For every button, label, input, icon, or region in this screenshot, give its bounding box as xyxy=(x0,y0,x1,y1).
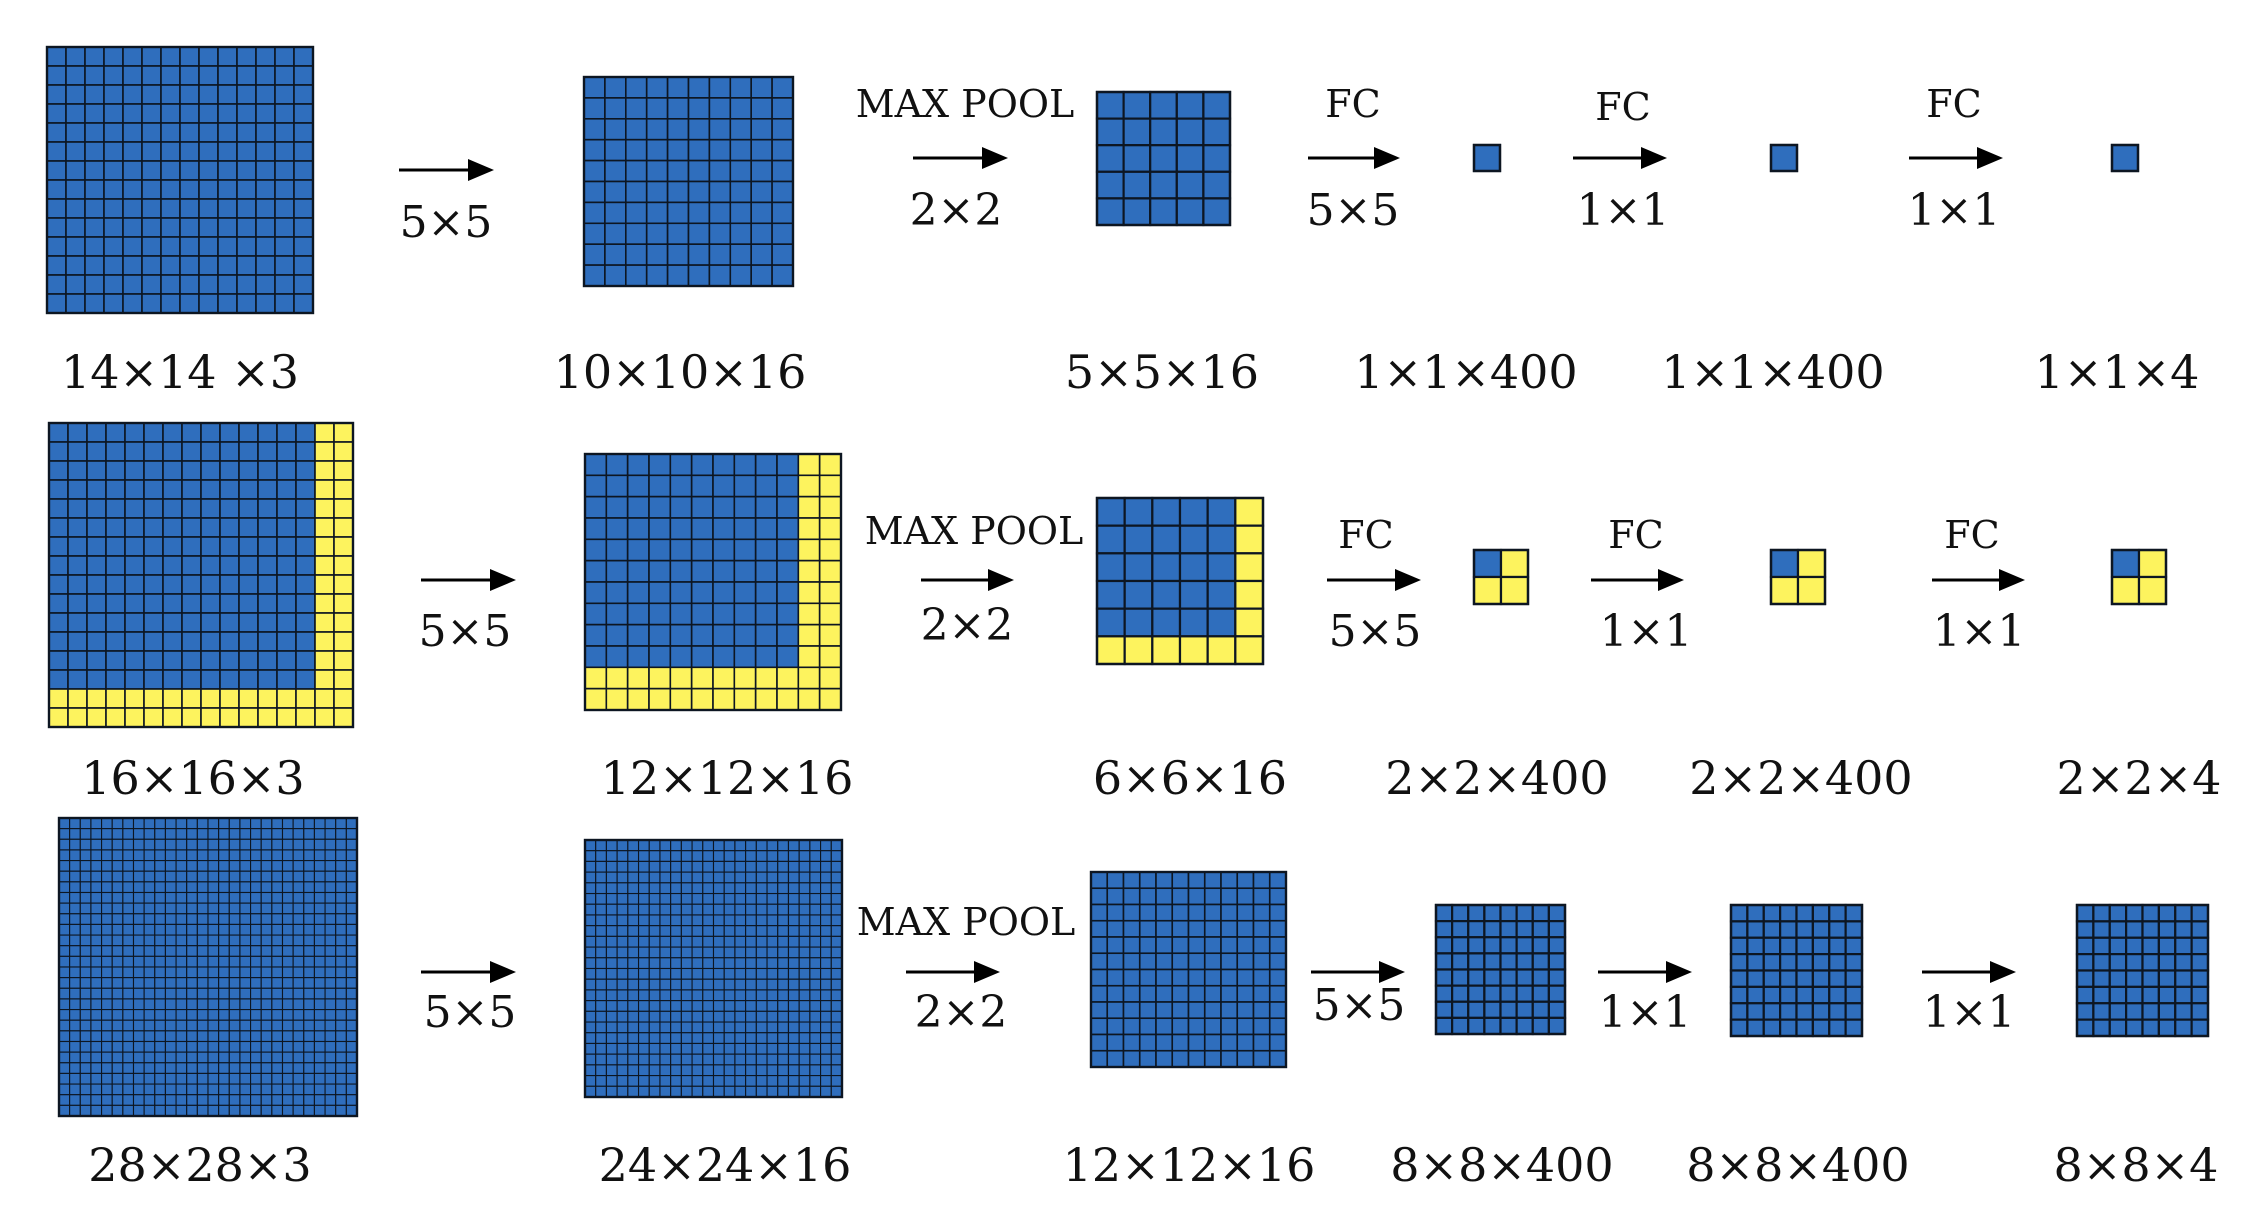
feature-map-grid-1-2 xyxy=(582,75,795,288)
feature-map-grid-3-4 xyxy=(1434,903,1567,1036)
kernel-size-label: 5×5 xyxy=(1329,606,1422,657)
dimension-label: 12×12×16 xyxy=(601,751,854,805)
arrow-head-icon xyxy=(974,961,1000,983)
kernel-size-label: 5×5 xyxy=(424,987,517,1038)
layer-arrow-3-2: MAX POOL 2×2 xyxy=(857,900,1076,1038)
arrow-head-icon xyxy=(982,147,1008,169)
dimension-label: 2×2×400 xyxy=(1385,751,1608,805)
kernel-size-label: 2×2 xyxy=(921,600,1014,651)
arrow-head-icon xyxy=(1990,961,2016,983)
dimension-label: 2×2×400 xyxy=(1689,751,1912,805)
kernel-size-label: 1×1 xyxy=(1577,185,1670,236)
dimension-label: 28×28×3 xyxy=(88,1138,311,1192)
feature-map-grid-2-5 xyxy=(1769,548,1827,606)
feature-map-grid-1-4 xyxy=(1472,143,1502,173)
dimension-label: 8×8×400 xyxy=(1686,1138,1909,1192)
kernel-size-label: 1×1 xyxy=(1923,987,2016,1038)
arrow-head-icon xyxy=(1641,147,1667,169)
layer-arrow-2-4: FC 1×1 xyxy=(1591,513,1692,657)
operation-label: FC xyxy=(1595,85,1650,129)
layer-arrow-2-1: 5×5 xyxy=(419,569,516,657)
feature-map-grid-3-3 xyxy=(1089,870,1288,1069)
dimension-label: 16×16×3 xyxy=(81,751,304,805)
operation-label: FC xyxy=(1608,513,1663,557)
kernel-size-label: 5×5 xyxy=(1307,185,1400,236)
layer-arrow-1-2: MAX POOL 2×2 xyxy=(856,82,1075,236)
dimension-label: 24×24×16 xyxy=(599,1138,852,1192)
kernel-size-label: 5×5 xyxy=(1313,980,1406,1031)
dimension-label: 5×5×16 xyxy=(1065,345,1259,399)
feature-map-grid-2-1 xyxy=(47,421,355,729)
arrow-head-icon xyxy=(1658,569,1684,591)
layer-arrow-3-5: 1×1 xyxy=(1922,961,2016,1038)
dimension-label: 2×2×4 xyxy=(2057,751,2222,805)
dimension-label: 8×8×4 xyxy=(2054,1138,2219,1192)
operation-label: MAX POOL xyxy=(856,82,1075,126)
feature-map-grid-1-6 xyxy=(2110,143,2140,173)
operation-label: FC xyxy=(1926,82,1981,126)
feature-map-grid-1-3 xyxy=(1095,90,1232,227)
feature-map-grid-3-5 xyxy=(1729,903,1864,1038)
feature-map-grid-3-1 xyxy=(57,816,359,1118)
arrow-head-icon xyxy=(988,569,1014,591)
dimension-label: 1×1×400 xyxy=(1661,345,1884,399)
arrow-head-icon xyxy=(468,159,494,181)
feature-map-grid-2-4 xyxy=(1472,548,1530,606)
arrow-head-icon xyxy=(1999,569,2025,591)
kernel-size-label: 1×1 xyxy=(1600,606,1693,657)
dimension-label: 6×6×16 xyxy=(1093,751,1287,805)
feature-map-grid-2-6 xyxy=(2110,548,2168,606)
layer-arrow-2-2: MAX POOL 2×2 xyxy=(865,509,1084,651)
arrow-head-icon xyxy=(1977,147,2003,169)
layer-arrow-1-3: FC 5×5 xyxy=(1307,82,1400,236)
dimension-label: 10×10×16 xyxy=(554,345,807,399)
layer-arrow-3-3: 5×5 xyxy=(1311,961,1405,1031)
dimension-label: 8×8×400 xyxy=(1390,1138,1613,1192)
feature-map-grid-3-6 xyxy=(2075,903,2210,1038)
arrow-head-icon xyxy=(1379,961,1405,983)
layer-arrow-2-3: FC 5×5 xyxy=(1327,513,1421,657)
operation-label: FC xyxy=(1338,513,1393,557)
operation-label: FC xyxy=(1944,513,1999,557)
feature-map-grid-2-2 xyxy=(583,452,843,712)
feature-map-grid-2-3 xyxy=(1095,496,1265,666)
dimension-label: 1×1×4 xyxy=(2035,345,2200,399)
layer-arrow-1-1: 5×5 xyxy=(399,159,494,248)
feature-map-grid-1-1 xyxy=(45,45,315,315)
dimension-label: 12×12×16 xyxy=(1063,1138,1316,1192)
layer-arrow-3-1: 5×5 xyxy=(421,961,516,1038)
dimension-label: 14×14 ×3 xyxy=(61,345,299,399)
kernel-size-label: 1×1 xyxy=(1908,185,2001,236)
kernel-size-label: 1×1 xyxy=(1599,987,1692,1038)
arrow-head-icon xyxy=(490,569,516,591)
arrow-head-icon xyxy=(1374,147,1400,169)
kernel-size-label: 2×2 xyxy=(910,185,1003,236)
kernel-size-label: 5×5 xyxy=(419,606,512,657)
operation-label: MAX POOL xyxy=(865,509,1084,553)
kernel-size-label: 2×2 xyxy=(915,987,1008,1038)
operation-label: MAX POOL xyxy=(857,900,1076,944)
layer-arrow-1-4: FC 1×1 xyxy=(1573,85,1669,236)
feature-map-grid-3-2 xyxy=(583,838,844,1099)
layer-arrow-2-5: FC 1×1 xyxy=(1932,513,2025,657)
kernel-size-label: 5×5 xyxy=(400,197,493,248)
arrow-head-icon xyxy=(1666,961,1692,983)
arrow-head-icon xyxy=(1395,569,1421,591)
kernel-size-label: 1×1 xyxy=(1933,606,2026,657)
feature-map-grid-1-5 xyxy=(1769,143,1799,173)
operation-label: FC xyxy=(1325,82,1380,126)
layer-arrow-3-4: 1×1 xyxy=(1598,961,1692,1038)
dimension-label: 1×1×400 xyxy=(1354,345,1577,399)
layer-arrow-1-5: FC 1×1 xyxy=(1908,82,2003,236)
arrow-head-icon xyxy=(490,961,516,983)
